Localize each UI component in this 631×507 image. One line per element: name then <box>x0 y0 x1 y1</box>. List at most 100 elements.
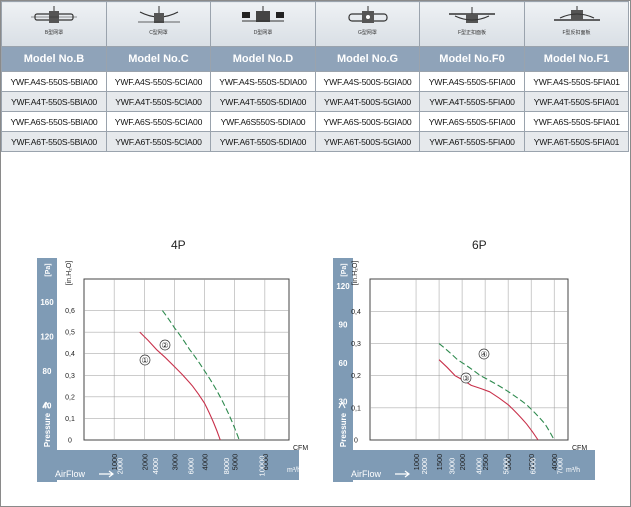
y-tick-label: 0 <box>68 438 72 445</box>
pa-unit-label: [Pa] <box>341 263 348 276</box>
airflow-tick-label: 2000 <box>115 458 124 475</box>
plot-frame <box>369 278 569 441</box>
pa-tick-label: 80 <box>43 367 52 376</box>
curve-marker-label: ③ <box>462 374 469 383</box>
curve-marker-label: ② <box>161 341 168 350</box>
airflow-label: AirFlow <box>351 469 382 479</box>
x-tick-label: 1000 <box>412 454 421 471</box>
table-cell: YWF.A6T-500S-5GIA00 <box>315 131 420 152</box>
panel-f1-caption: F型反扣面板 <box>562 30 591 36</box>
table-cell: YWF.A4T-500S-5GIA00 <box>315 91 420 112</box>
guard-b-caption: B型网罩 <box>44 30 64 36</box>
fan-guard-c-icon <box>137 6 180 23</box>
airflow-band <box>37 450 299 480</box>
table-cell: YWF.A6T-550S-5FIA01 <box>524 131 629 152</box>
airflow-tick-label: 4000 <box>474 458 483 475</box>
airflow-tick-label: 10000 <box>257 456 266 477</box>
table-cell: YWF.A6T-550S-5DIA00 <box>210 131 316 152</box>
airflow-tick-label: 5000 <box>502 458 511 475</box>
fan-guard-d-icon <box>242 6 284 22</box>
pa-tick-label: 90 <box>339 320 348 329</box>
pa-tick-label: 30 <box>339 397 348 406</box>
guard-g-caption: G型网罩 <box>358 30 377 36</box>
pa-tick-label: 40 <box>43 401 52 410</box>
pressure-band <box>37 258 57 482</box>
curve-marker-badge <box>478 348 490 360</box>
airflow-arrow-icon <box>99 470 114 478</box>
table-cell: YWF.A6T-550S-5FIA00 <box>419 131 525 152</box>
airflow-tick-label: 8000 <box>222 458 231 475</box>
curve-marker-label: ④ <box>480 350 487 359</box>
table-cell: YWF.A4T-550S-5FIA01 <box>524 91 629 112</box>
header-model-b: Model No.B <box>1 46 107 72</box>
y-tick-label: 0 <box>354 438 358 445</box>
x-tick-label: 2000 <box>458 454 467 471</box>
pa-tick-label: 60 <box>339 359 348 368</box>
m3h-unit-label: m³/h <box>287 467 301 474</box>
cfm-unit-label: CFM <box>293 445 308 452</box>
header-row: Model No.B Model No.C Model No.D Model N… <box>1 46 629 72</box>
fan-panel-f0-icon <box>449 7 495 23</box>
fan-guard-b-icon <box>31 6 77 23</box>
panel-f1-cell: F型反扣面板 <box>524 1 629 47</box>
chart-4p-title: 4P <box>171 238 186 252</box>
pressure-label: Pressure <box>339 412 348 447</box>
x-tick-label: 3500 <box>527 454 536 471</box>
table-row: YWF.A4T-550S-5BIA00 YWF.A4T-550S-5CIA00 … <box>1 91 629 112</box>
table-cell: YWF.A4T-550S-5FIA00 <box>419 91 525 112</box>
icon-row: B型网罩 C型网罩 D型网罩 G型网罩 F型正扣面板 F型反扣面板 <box>1 1 629 47</box>
panel-f0-caption: F型正扣面板 <box>457 30 487 36</box>
x-tick-label: 2500 <box>481 454 490 471</box>
pa-unit-label: [Pa] <box>45 263 52 276</box>
curve-series <box>438 359 539 441</box>
curve-series <box>139 331 221 441</box>
airflow-tick-label: 2000 <box>420 458 429 475</box>
airflow-tick-label: 6000 <box>529 458 538 475</box>
y-tick-label: 0,4 <box>65 351 75 358</box>
y-tick-label: 0,2 <box>65 394 75 401</box>
x-tick-label: 4000 <box>550 454 559 471</box>
x-tick-label: 1500 <box>435 454 444 471</box>
y-tick-label: 0,3 <box>65 373 75 380</box>
pressure-arrow-icon <box>338 401 346 409</box>
curve-marker-label: ① <box>141 356 148 365</box>
curve-marker-badge <box>159 339 171 351</box>
airflow-tick-label: 3000 <box>447 458 456 475</box>
x-tick-label: 3000 <box>170 454 179 471</box>
airflow-tick-label: 4000 <box>151 458 160 475</box>
pressure-band <box>333 258 353 482</box>
pressure-label: Pressure <box>43 412 52 447</box>
curve-series <box>438 343 555 441</box>
header-model-c: Model No.C <box>106 46 211 72</box>
x-tick-label: 5000 <box>231 454 240 471</box>
pa-tick-label: 120 <box>40 332 54 341</box>
panel-f0-cell: F型正扣面板 <box>419 1 525 47</box>
x-tick-label: 2000 <box>140 454 149 471</box>
table-cell: YWF.A4T-550S-5CIA00 <box>106 91 211 112</box>
y-tick-label: 0,6 <box>65 308 75 315</box>
inh2o-unit-label: [in.H₂O] <box>66 261 73 286</box>
airflow-arrow-icon <box>395 470 410 478</box>
guard-d-caption: D型网罩 <box>253 30 273 36</box>
airflow-band <box>333 450 595 480</box>
y-tick-label: 0,1 <box>351 405 361 412</box>
guard-c-caption: C型网罩 <box>149 30 168 36</box>
x-tick-label: 4000 <box>201 454 210 471</box>
table-cell: YWF.A6T-550S-5CIA00 <box>106 131 211 152</box>
inh2o-unit-label: [in.H₂O] <box>352 261 359 286</box>
y-tick-label: 0,1 <box>65 416 75 423</box>
curve-series <box>161 310 240 441</box>
airflow-tick-label: 6000 <box>186 458 195 475</box>
guard-d-cell: D型网罩 <box>210 1 316 47</box>
header-model-f1: Model No.F1 <box>524 46 629 72</box>
chart-6p-title: 6P <box>472 238 487 252</box>
fan-guard-g-icon <box>347 6 388 23</box>
x-tick-label: 1000 <box>110 454 119 471</box>
m3h-unit-label: m³/h <box>566 467 580 474</box>
y-tick-label: 0,5 <box>65 330 75 337</box>
x-tick-label: 6000 <box>261 454 270 471</box>
table-row: YWF.A6T-550S-5BIA00 YWF.A6T-550S-5CIA00 … <box>1 131 629 152</box>
airflow-label: AirFlow <box>55 469 86 479</box>
pressure-arrow-icon <box>42 401 50 409</box>
